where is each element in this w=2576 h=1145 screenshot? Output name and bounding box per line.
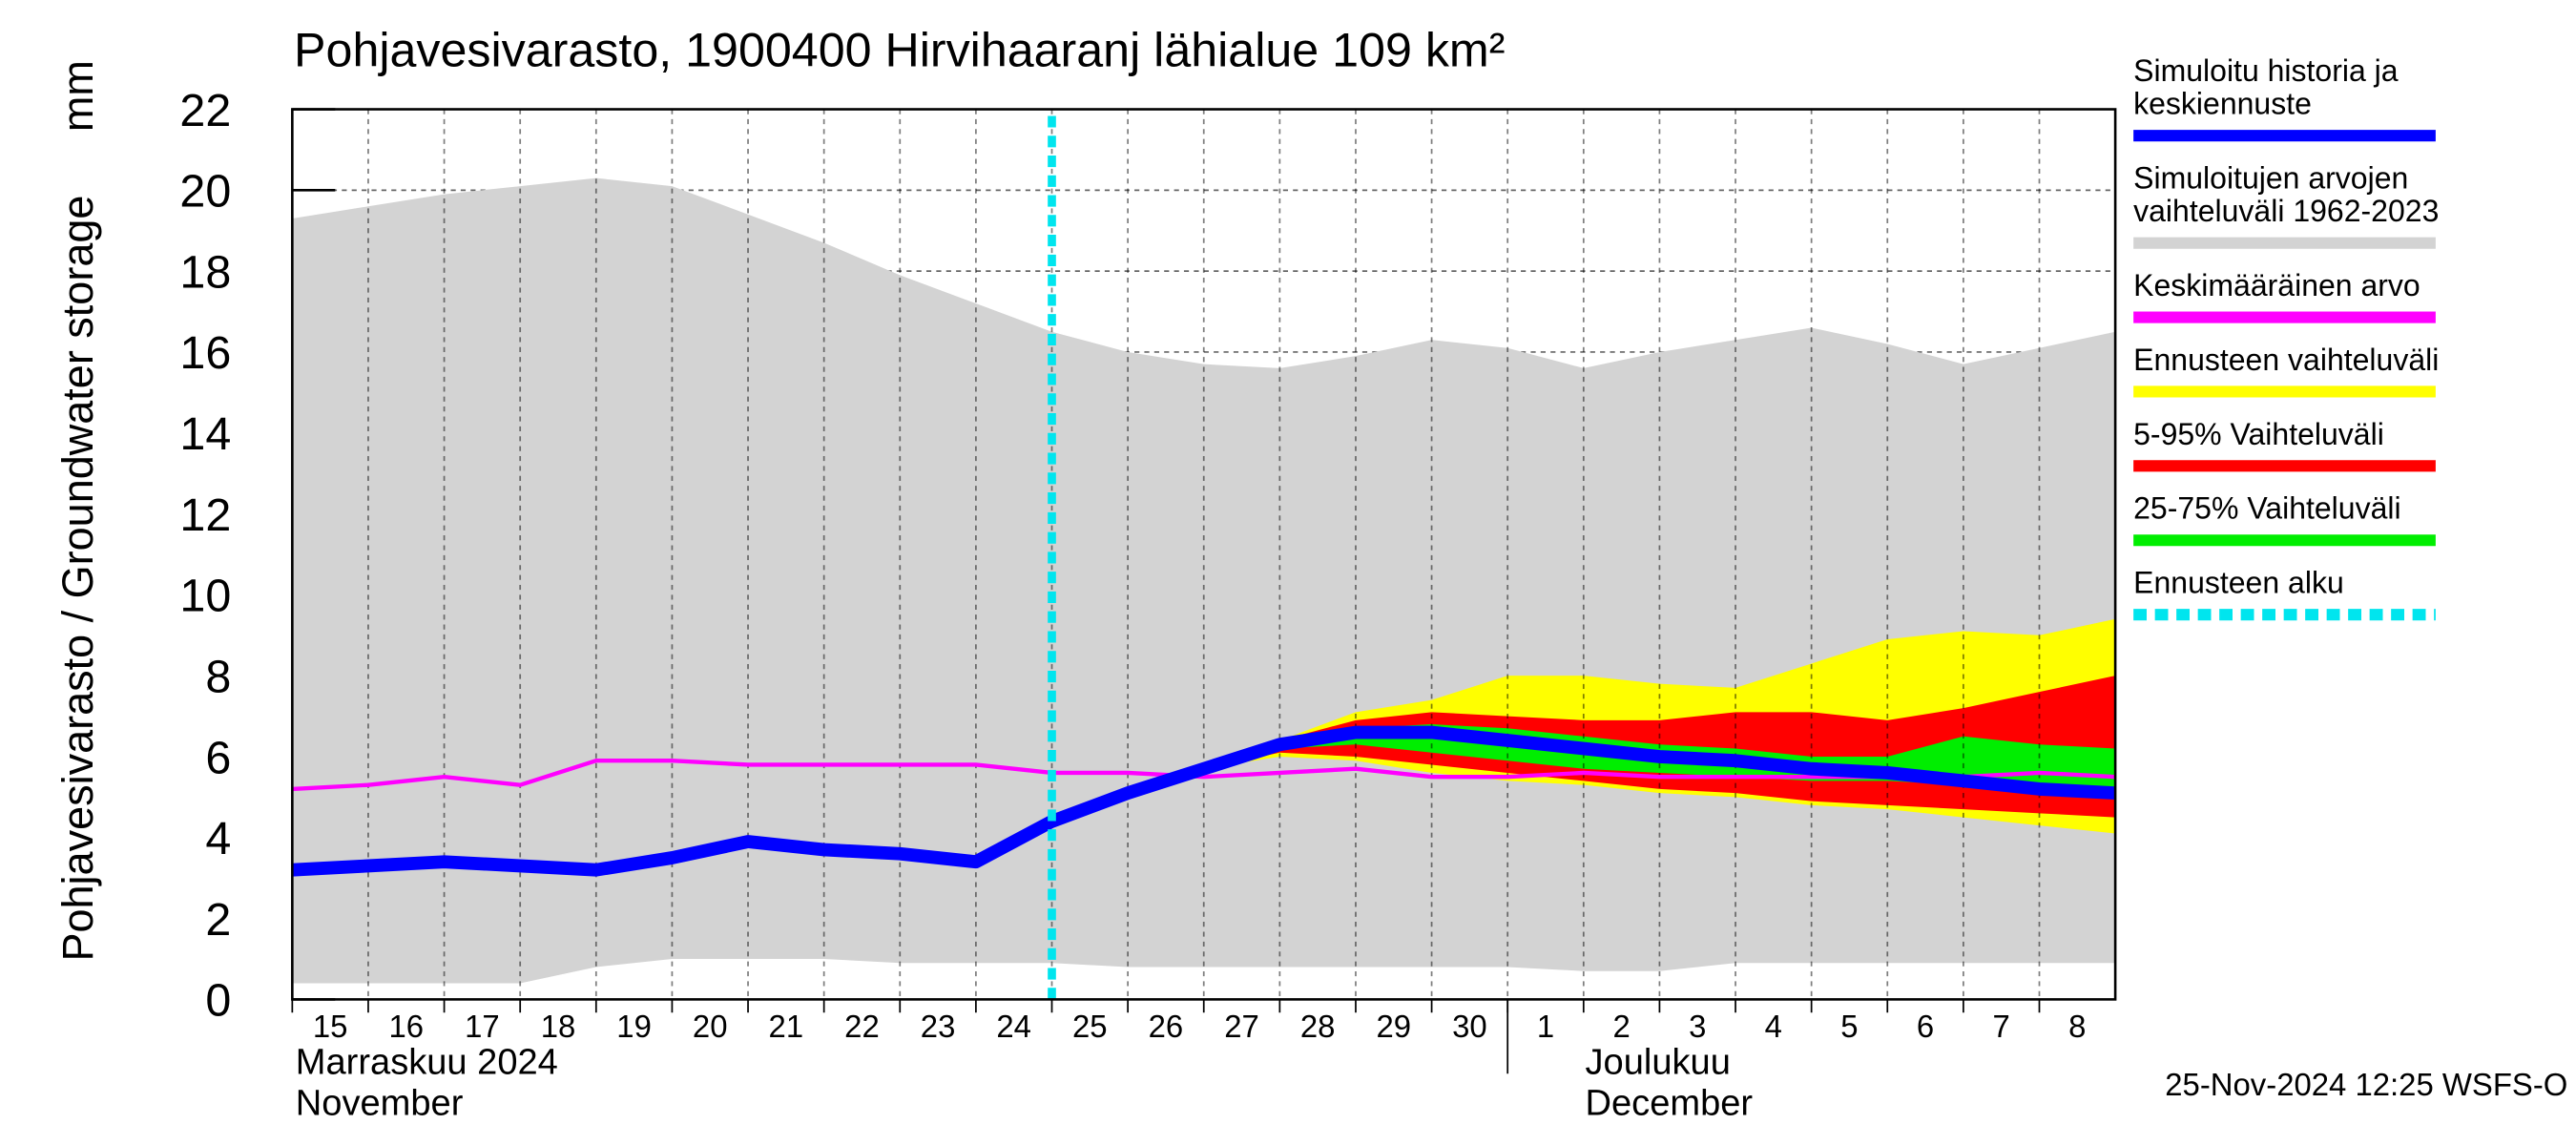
legend-label: 5-95% Vaihteluväli: [2133, 417, 2384, 451]
series-line: [291, 725, 2116, 877]
x-tick-label: 15: [313, 1009, 348, 1044]
y-tick-label: 22: [179, 85, 231, 136]
x-tick-label: 8: [2068, 1009, 2086, 1044]
x-tick-label: 27: [1224, 1009, 1259, 1044]
x-tick-label: 17: [465, 1009, 500, 1044]
x-tick-label: 23: [921, 1009, 956, 1044]
legend-label: Ennusteen vaihteluväli: [2133, 343, 2439, 377]
x-tick-label: 18: [541, 1009, 576, 1044]
legend-label: Simuloitujen arvojen vaihteluväli 1962-20…: [2133, 161, 2439, 229]
legend-label: Ennusteen alku: [2133, 566, 2344, 600]
y-tick-label: 12: [179, 489, 231, 541]
y-axis-label: Pohjavesivarasto / Groundwater storage: [53, 196, 102, 962]
legend-label: Keskimääräinen arvo: [2133, 268, 2420, 302]
month-label: Joulukuu: [1586, 1042, 1731, 1082]
x-tick-label: 4: [1765, 1009, 1782, 1044]
x-tick-label: 21: [769, 1009, 804, 1044]
x-tick-label: 5: [1840, 1009, 1858, 1044]
y-tick-label: 14: [179, 408, 231, 460]
footer: 25-Nov-2024 12:25 WSFS-O: [2165, 1067, 2567, 1102]
x-tick-label: 20: [693, 1009, 728, 1044]
month-label: Marraskuu 2024: [296, 1042, 558, 1082]
x-tick-label: 24: [996, 1009, 1031, 1044]
x-tick-label: 7: [1993, 1009, 2010, 1044]
y-tick-label: 6: [205, 732, 231, 783]
x-tick-label: 16: [388, 1009, 424, 1044]
x-tick-label: 25: [1072, 1009, 1108, 1044]
chart-title: Pohjavesivarasto, 1900400 Hirvihaaranj l…: [294, 24, 1505, 77]
y-tick-label: 0: [205, 975, 231, 1027]
y-axis-unit: mm: [53, 60, 102, 132]
x-tick-label: 19: [616, 1009, 652, 1044]
x-tick-label: 29: [1376, 1009, 1411, 1044]
y-tick-label: 2: [205, 894, 231, 946]
x-tick-label: 30: [1452, 1009, 1487, 1044]
y-tick-label: 8: [205, 651, 231, 702]
month-label: December: [1586, 1084, 1754, 1124]
y-tick-label: 4: [205, 813, 231, 864]
series-line: [292, 759, 2116, 792]
y-tick-label: 10: [179, 571, 231, 622]
x-tick-label: 1: [1537, 1009, 1554, 1044]
x-tick-label: 3: [1689, 1009, 1706, 1044]
y-tick-label: 18: [179, 246, 231, 298]
x-tick-label: 26: [1149, 1009, 1184, 1044]
x-tick-label: 6: [1917, 1009, 1934, 1044]
x-tick-label: 2: [1612, 1009, 1630, 1044]
y-tick-label: 20: [179, 166, 231, 218]
x-tick-label: 22: [844, 1009, 880, 1044]
legend-label: Simuloitu historia ja keskiennuste: [2133, 53, 2399, 121]
month-label: November: [296, 1084, 464, 1124]
y-tick-label: 16: [179, 327, 231, 379]
x-tick-label: 28: [1300, 1009, 1336, 1044]
legend-label: 25-75% Vaihteluväli: [2133, 491, 2400, 526]
